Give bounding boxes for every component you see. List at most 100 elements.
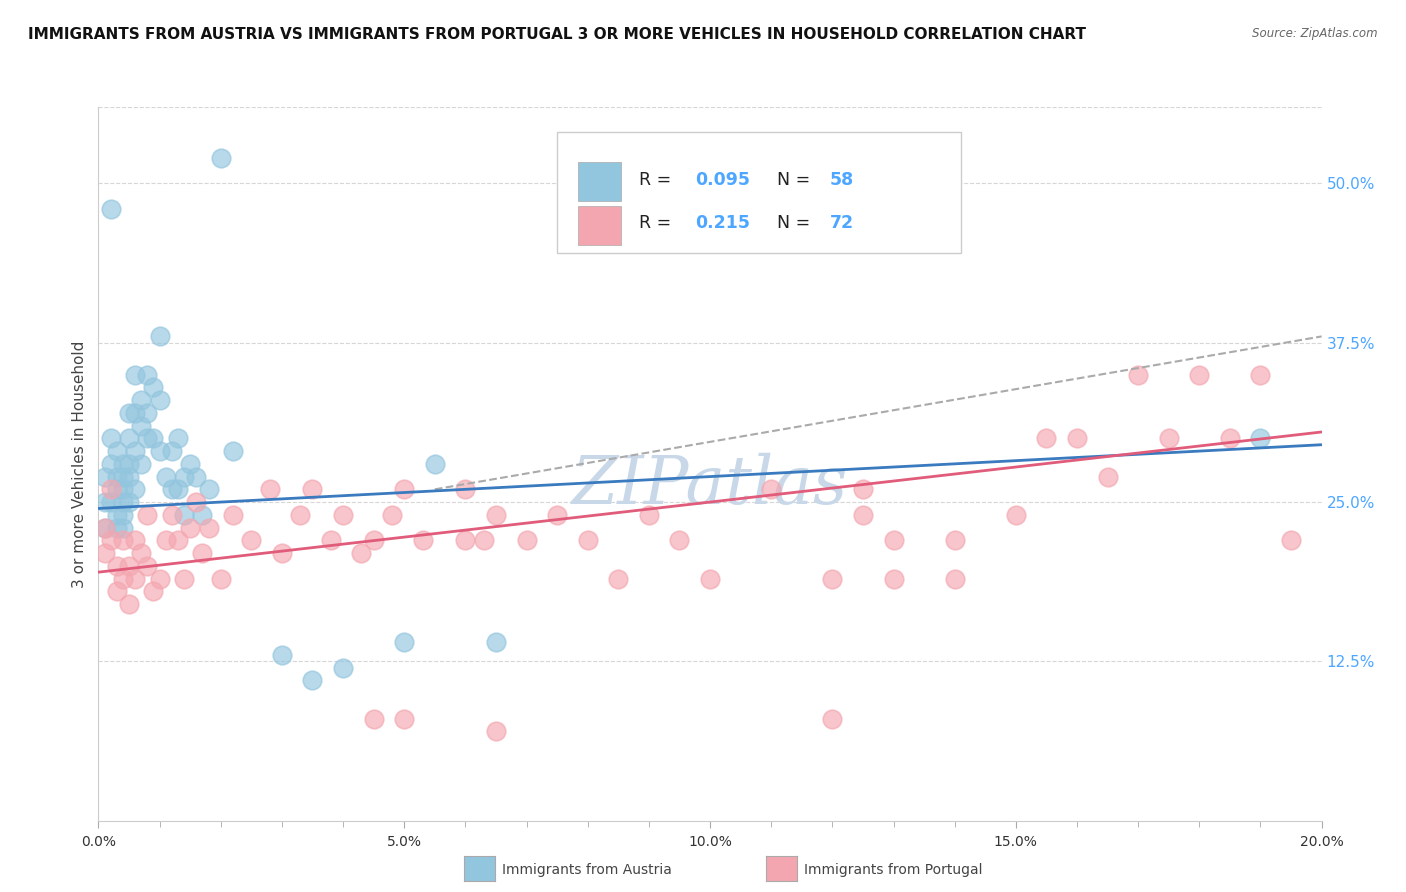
Point	[392, 635, 416, 649]
Text: IMMIGRANTS FROM AUSTRIA VS IMMIGRANTS FROM PORTUGAL 3 OR MORE VEHICLES IN HOUSEH: IMMIGRANTS FROM AUSTRIA VS IMMIGRANTS FR…	[28, 27, 1085, 42]
Point	[129, 546, 152, 560]
Point	[301, 483, 323, 497]
Text: Immigrants from Portugal: Immigrants from Portugal	[804, 863, 983, 877]
Point	[759, 483, 782, 497]
Point	[124, 444, 146, 458]
Point	[943, 533, 966, 548]
Point	[93, 520, 115, 534]
Point	[1066, 431, 1088, 445]
Point	[136, 558, 159, 573]
Point	[111, 508, 134, 522]
Point	[167, 431, 190, 445]
Point	[1004, 508, 1026, 522]
Point	[222, 444, 245, 458]
Point	[350, 546, 373, 560]
FancyBboxPatch shape	[578, 205, 620, 244]
Text: R =: R =	[640, 171, 676, 189]
Point	[191, 508, 214, 522]
Point	[546, 508, 568, 522]
Point	[160, 508, 183, 522]
Text: 72: 72	[830, 214, 853, 232]
Point	[93, 495, 115, 509]
Point	[100, 495, 122, 509]
Point	[485, 724, 508, 739]
Point	[105, 483, 128, 497]
Point	[576, 533, 599, 548]
Point	[516, 533, 538, 548]
Point	[124, 533, 146, 548]
Point	[149, 329, 172, 343]
Point	[173, 508, 195, 522]
Point	[179, 520, 201, 534]
Text: 0.215: 0.215	[696, 214, 751, 232]
Point	[118, 431, 141, 445]
Point	[136, 368, 159, 382]
Point	[111, 520, 134, 534]
Point	[118, 469, 141, 483]
Point	[167, 483, 190, 497]
Point	[100, 202, 122, 216]
Text: Immigrants from Austria: Immigrants from Austria	[502, 863, 672, 877]
Point	[111, 572, 134, 586]
Text: Source: ZipAtlas.com: Source: ZipAtlas.com	[1253, 27, 1378, 40]
Point	[270, 546, 292, 560]
Point	[155, 469, 177, 483]
Point	[105, 469, 128, 483]
Point	[149, 444, 172, 458]
Text: R =: R =	[640, 214, 682, 232]
Point	[301, 673, 323, 688]
Point	[186, 495, 208, 509]
Point	[363, 712, 385, 726]
Point	[363, 533, 385, 548]
Point	[93, 469, 115, 483]
Point	[100, 431, 122, 445]
Point	[392, 483, 416, 497]
Point	[142, 380, 165, 394]
Point	[149, 393, 172, 408]
Point	[423, 457, 446, 471]
Point	[270, 648, 292, 662]
Point	[1188, 368, 1211, 382]
Text: 58: 58	[830, 171, 855, 189]
Point	[319, 533, 342, 548]
Point	[105, 508, 128, 522]
Point	[1157, 431, 1180, 445]
Text: 0.095: 0.095	[696, 171, 751, 189]
Point	[100, 533, 122, 548]
Point	[136, 406, 159, 420]
Point	[209, 151, 232, 165]
FancyBboxPatch shape	[578, 162, 620, 202]
Point	[118, 597, 141, 611]
Point	[129, 457, 152, 471]
Y-axis label: 3 or more Vehicles in Household: 3 or more Vehicles in Household	[72, 340, 87, 588]
Point	[186, 469, 208, 483]
Point	[1035, 431, 1057, 445]
Point	[668, 533, 690, 548]
Point	[105, 558, 128, 573]
Point	[852, 508, 875, 522]
Point	[179, 457, 201, 471]
Point	[111, 457, 134, 471]
Point	[943, 572, 966, 586]
Text: N =: N =	[778, 214, 815, 232]
Point	[332, 661, 354, 675]
Point	[93, 546, 115, 560]
Point	[1249, 368, 1271, 382]
Point	[637, 508, 661, 522]
Point	[118, 495, 141, 509]
Point	[124, 406, 146, 420]
Point	[290, 508, 312, 522]
Point	[454, 533, 477, 548]
Point	[173, 469, 195, 483]
Point	[209, 572, 232, 586]
FancyBboxPatch shape	[557, 132, 960, 253]
Point	[412, 533, 434, 548]
Point	[100, 457, 122, 471]
Point	[472, 533, 495, 548]
Point	[136, 508, 159, 522]
Point	[118, 457, 141, 471]
Point	[222, 508, 245, 522]
Point	[118, 558, 141, 573]
Point	[167, 533, 190, 548]
Point	[381, 508, 404, 522]
